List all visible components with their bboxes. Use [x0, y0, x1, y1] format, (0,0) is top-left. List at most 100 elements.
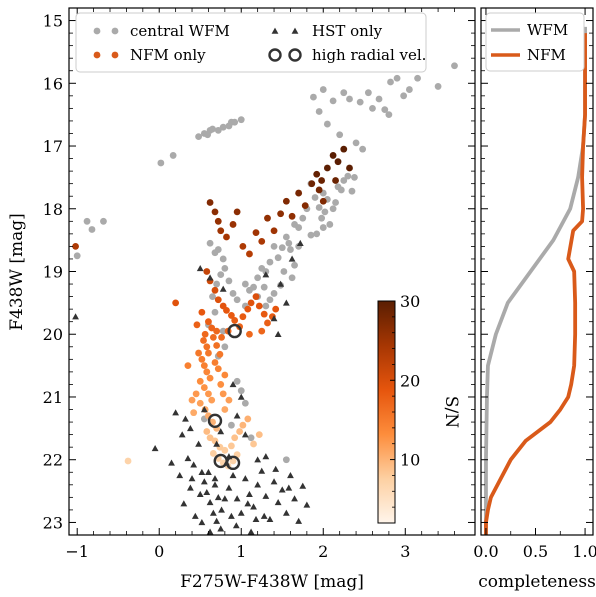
- legend-marker-wfm: [111, 27, 119, 35]
- legend-marker-highrv: [288, 48, 302, 62]
- wfm-point: [228, 421, 235, 429]
- hst-point: [288, 255, 296, 262]
- wfm-point: [266, 296, 274, 304]
- hst-point: [270, 478, 278, 485]
- completeness-axis-label: completeness: [478, 572, 596, 592]
- nfm-point: [250, 440, 257, 448]
- y-tick-label: 15: [43, 12, 63, 31]
- wfm-point: [340, 177, 348, 184]
- wfm-point: [88, 226, 96, 233]
- nfm-point: [239, 421, 247, 429]
- completeness-plot-area: [481, 8, 593, 535]
- nfm-point: [223, 233, 230, 241]
- wfm-point: [274, 254, 282, 262]
- nfm-point: [188, 396, 196, 404]
- hst-point: [206, 274, 214, 281]
- wfm-point: [260, 283, 268, 291]
- nfm-point: [196, 377, 204, 385]
- nfm-point: [231, 317, 239, 324]
- hst-point: [299, 482, 307, 489]
- nfm-point: [213, 342, 221, 349]
- nfm-point: [228, 312, 235, 319]
- nfm-point: [221, 406, 229, 413]
- nfm-point: [252, 229, 260, 237]
- wfm-point: [285, 239, 293, 247]
- hst-point: [270, 315, 278, 322]
- nfm-point: [231, 434, 239, 442]
- colorbar-tick-label: 20: [400, 371, 420, 390]
- hst-point: [254, 456, 262, 463]
- hst-point: [233, 412, 241, 419]
- nfm-point: [172, 299, 180, 307]
- wfm-point: [375, 95, 383, 103]
- completeness-x-tick-label: 1.0: [572, 542, 596, 561]
- nfm-point: [72, 243, 79, 250]
- wfm-point: [221, 343, 229, 351]
- wfm-point: [219, 327, 227, 335]
- nfm-point: [270, 227, 278, 235]
- nfm-point: [201, 330, 209, 338]
- hst-point: [237, 509, 245, 516]
- wfm-point: [83, 217, 91, 225]
- hst-point: [250, 503, 257, 510]
- nfm-point: [205, 390, 212, 398]
- nfm-point: [184, 362, 192, 370]
- cmd-plot-area: [69, 8, 475, 535]
- nfm-point: [260, 310, 268, 318]
- nfm-point: [221, 446, 229, 454]
- hst-point: [233, 495, 241, 502]
- wfm-point: [387, 78, 394, 86]
- legend-marker-wfm: [93, 27, 101, 35]
- hst-point: [198, 468, 206, 475]
- y-axis-label: F438W [mag]: [7, 213, 27, 331]
- hst-point: [186, 484, 194, 491]
- legend-marker-nfm: [111, 51, 119, 59]
- wfm-point: [209, 293, 216, 300]
- x-axis-label: F275W-F438W [mag]: [180, 572, 364, 592]
- wfm-point: [291, 221, 298, 228]
- nfm-point: [252, 293, 260, 300]
- hst-point: [241, 431, 249, 438]
- cmd-frame: [68, 7, 476, 536]
- wfm-point: [291, 261, 298, 269]
- nfm-point: [229, 221, 237, 228]
- nfm-point: [258, 237, 266, 245]
- hst-point: [274, 498, 282, 506]
- wfm-point: [451, 62, 458, 70]
- wfm-point: [254, 274, 262, 282]
- nfm-point: [301, 202, 309, 210]
- wfm-point: [336, 131, 344, 139]
- nfm-point: [223, 306, 230, 314]
- nfm-point: [200, 384, 208, 391]
- wfm-point: [434, 83, 442, 90]
- wfm-point: [237, 387, 245, 395]
- hst-point: [214, 493, 222, 501]
- hst-point: [241, 475, 249, 482]
- wfm-point: [282, 456, 290, 464]
- hst-point: [217, 428, 225, 435]
- nfm-point: [308, 180, 316, 188]
- hst-point: [198, 519, 206, 526]
- nfm-point: [246, 330, 253, 338]
- x-tick-label: −1: [65, 542, 89, 561]
- wfm-point: [221, 264, 229, 272]
- wfm-point: [73, 252, 81, 260]
- nfm-point: [203, 428, 211, 435]
- wfm-point: [340, 89, 348, 97]
- wfm-point: [329, 205, 337, 213]
- hst-point: [206, 498, 214, 506]
- wfm-point: [229, 290, 237, 297]
- wfm-point: [233, 296, 241, 304]
- x-tick-label: 2: [318, 542, 328, 561]
- hst-point: [266, 515, 274, 523]
- nfm-point: [239, 243, 247, 250]
- hst-point: [225, 484, 233, 491]
- nfm-point: [213, 327, 221, 335]
- hst-point: [295, 517, 303, 524]
- hst-point: [252, 515, 260, 523]
- x-tick-label: 1: [236, 542, 246, 561]
- wfm-point: [247, 434, 255, 442]
- colorbar-label: S/N: [441, 396, 461, 428]
- wfm-point: [282, 233, 290, 241]
